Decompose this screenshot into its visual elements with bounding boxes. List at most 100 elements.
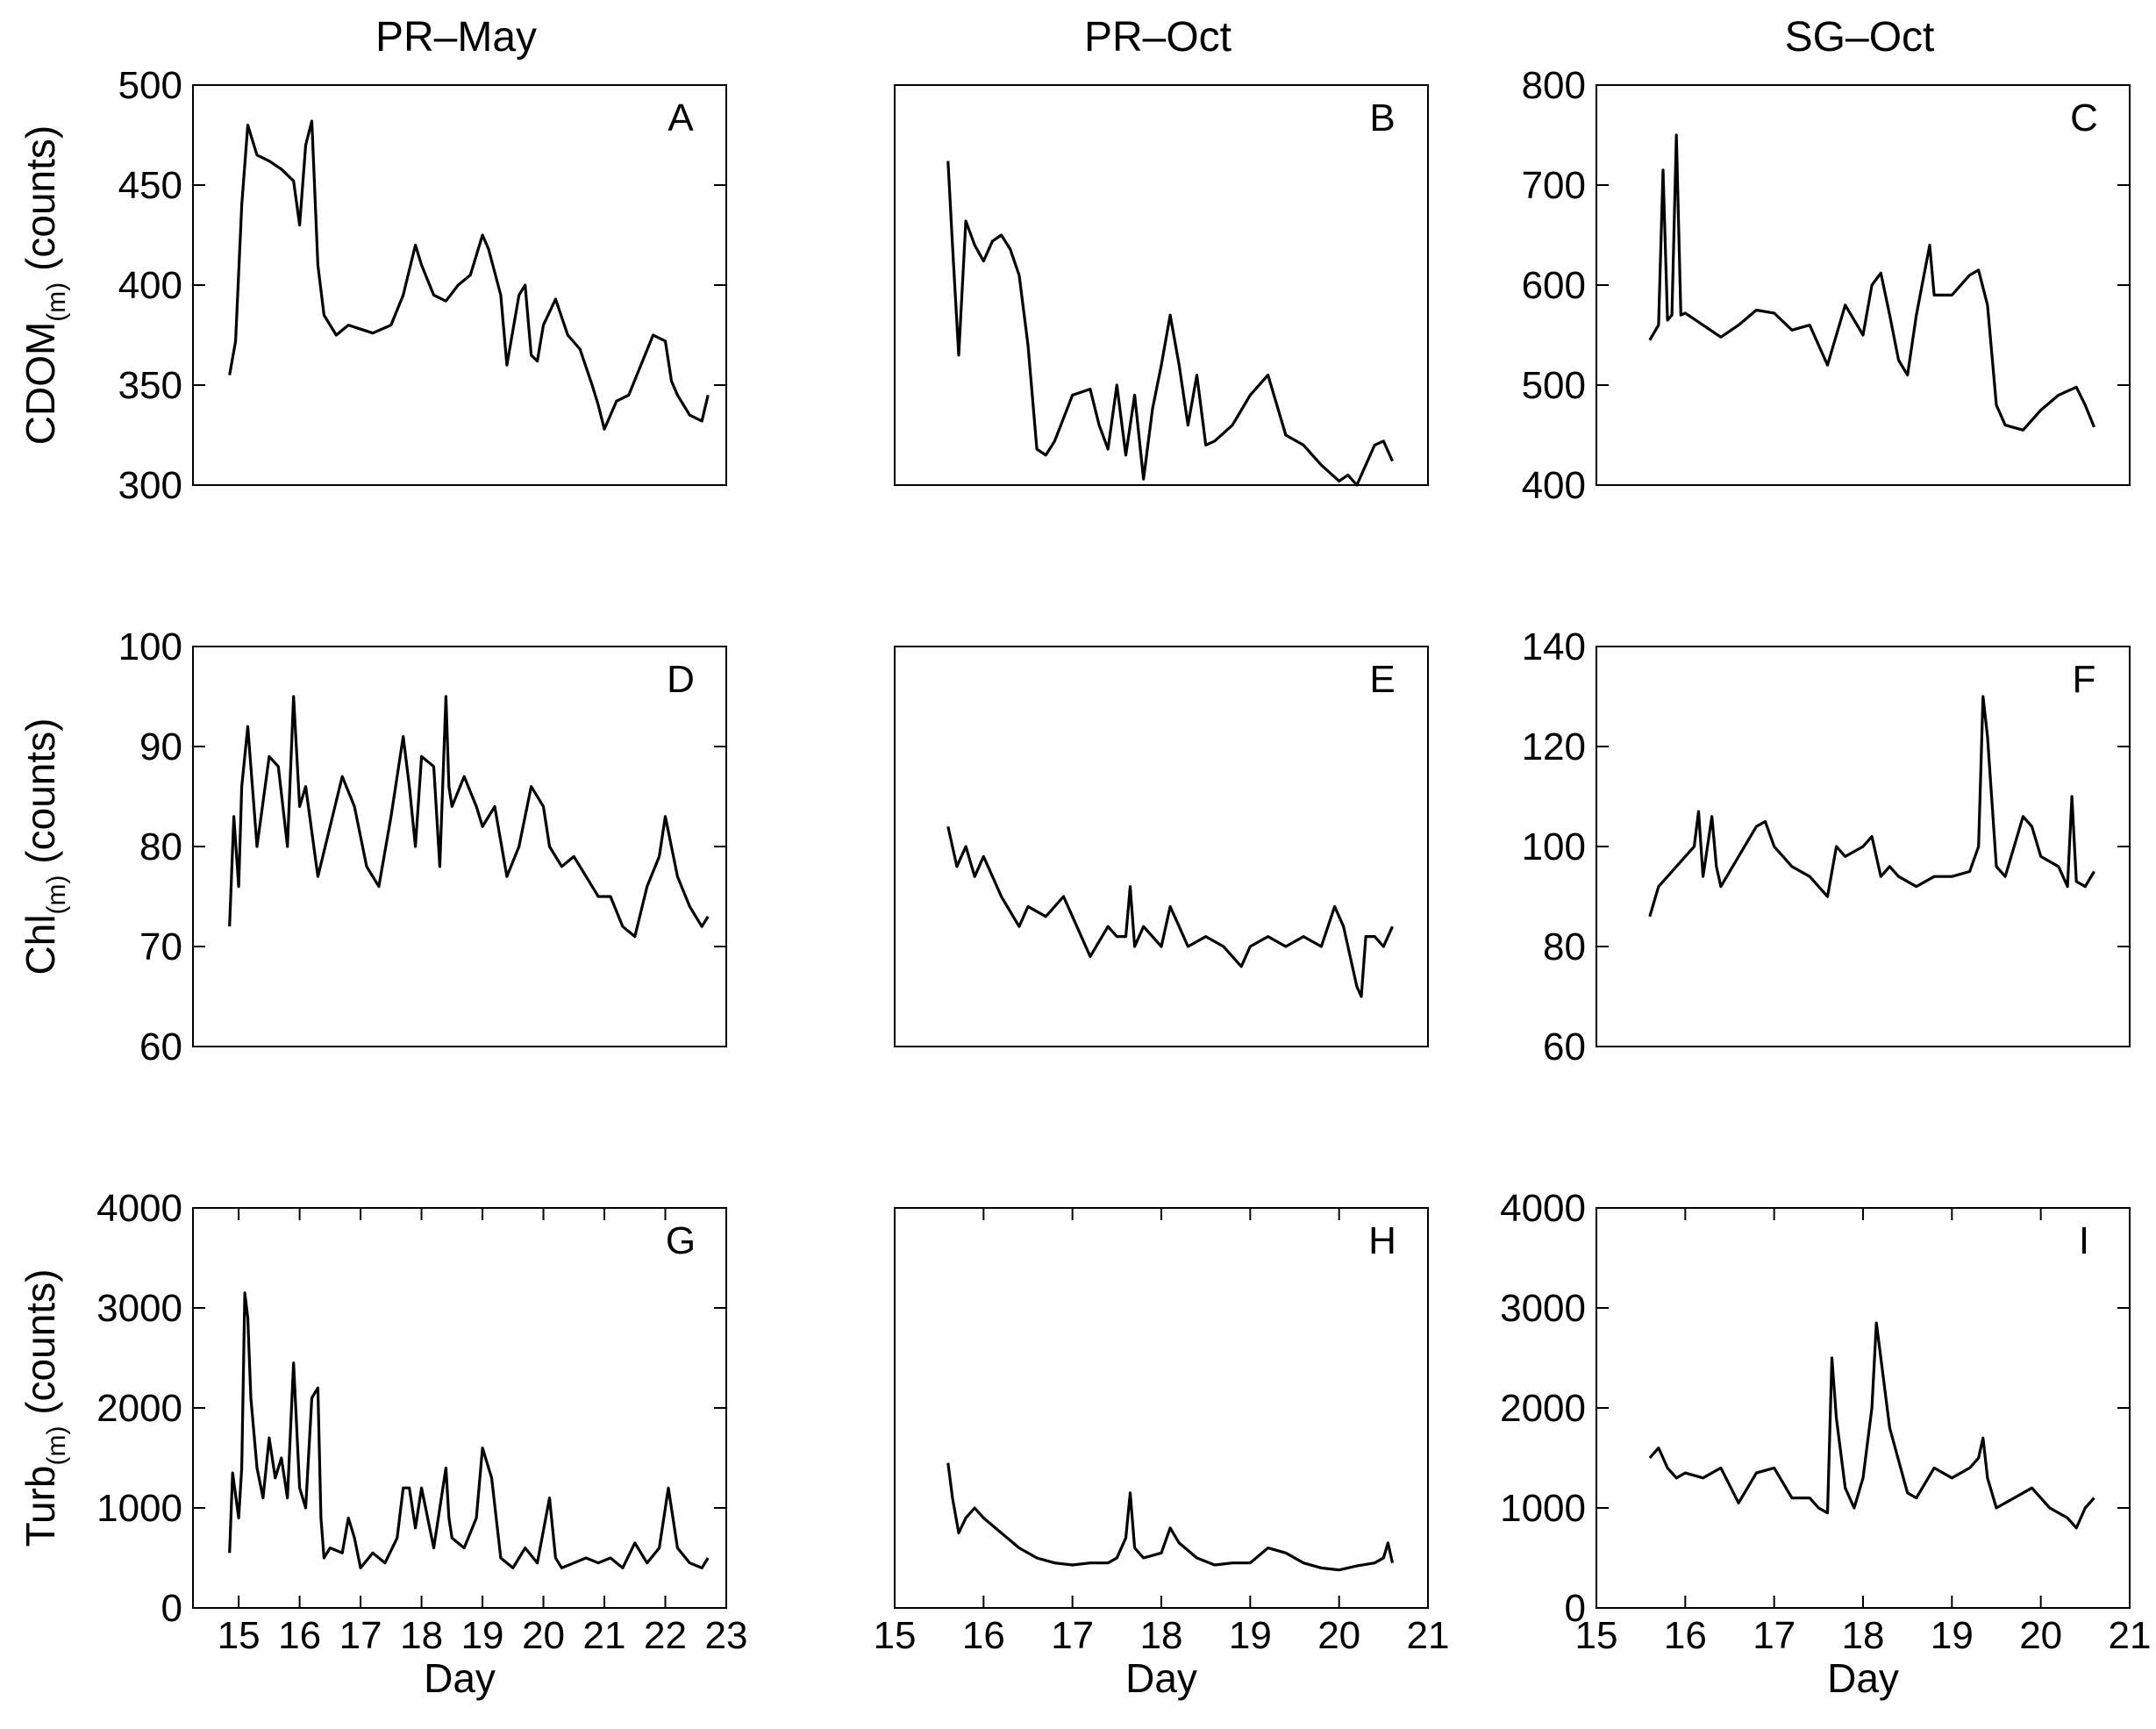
x-tick-label: 20 <box>2019 1614 2062 1657</box>
panel-letter-f: F <box>2073 658 2096 701</box>
y-tick-label: 300 <box>118 464 182 507</box>
y-axis-label-unit: (counts) <box>18 1269 63 1426</box>
y-tick-label: 2000 <box>96 1387 182 1430</box>
y-tick-label: 140 <box>1522 625 1586 668</box>
y-tick-label: 80 <box>1543 925 1586 968</box>
series-line-d <box>228 695 710 939</box>
x-tick-label: 21 <box>583 1614 626 1657</box>
x-tick-label: 19 <box>1229 1614 1272 1657</box>
x-tick-label: 18 <box>1140 1614 1183 1657</box>
series-line-a <box>228 119 710 431</box>
y-tick-label: 0 <box>161 1587 182 1630</box>
x-axis-label: Day <box>424 1655 496 1701</box>
y-tick-label: 4000 <box>96 1187 182 1230</box>
x-tick-label: 16 <box>1664 1614 1707 1657</box>
panel-e: E <box>894 646 1429 1047</box>
series-line-h <box>946 1462 1395 1572</box>
series-line-b <box>946 161 1394 487</box>
y-tick-label: 80 <box>139 825 182 868</box>
y-tick-label: 0 <box>1565 1587 1586 1630</box>
panel-letter-g: G <box>666 1219 696 1262</box>
y-tick-label: 450 <box>118 164 182 207</box>
x-tick-label: 18 <box>1842 1614 1885 1657</box>
y-tick-label: 3000 <box>1500 1287 1586 1330</box>
x-tick-label: 21 <box>2109 1614 2152 1657</box>
y-axis-label-subscript: (m) <box>42 1426 71 1466</box>
axes-frame-d <box>192 646 727 1047</box>
y-tick-label: 500 <box>118 64 182 107</box>
axes-frame-h <box>894 1207 1429 1609</box>
x-tick-label: 22 <box>644 1614 687 1657</box>
y-tick-label: 70 <box>139 925 182 968</box>
x-tick-label: 23 <box>705 1614 748 1657</box>
x-tick-label: 19 <box>461 1614 504 1657</box>
column-title-sg-oct: SG–Oct <box>1785 14 1935 61</box>
y-tick-label: 120 <box>1522 725 1586 768</box>
y-axis-label: CDOM(m) (counts) <box>18 125 71 445</box>
series-line-g <box>228 1291 710 1570</box>
panel-letter-a: A <box>668 96 694 139</box>
y-axis-label: Chl(m) (counts) <box>18 718 71 975</box>
y-axis-label-base: CDOM <box>18 322 63 446</box>
panel-c: 400 500 600 700 800 C <box>1522 64 2131 507</box>
panel-letter-c: C <box>2070 96 2098 139</box>
y-tick-label: 4000 <box>1500 1187 1586 1230</box>
y-tick-label: 700 <box>1522 164 1586 207</box>
axes-frame-i <box>1596 1207 2131 1609</box>
y-axis-label-unit: (counts) <box>18 718 63 875</box>
y-axis-label: Turb(m) (counts) <box>18 1269 71 1547</box>
panel-h: 15 16 17 18 19 20 21 H Day <box>874 1207 1450 1701</box>
y-tick-label: 400 <box>118 264 182 307</box>
x-tick-label: 19 <box>1931 1614 1974 1657</box>
panel-i: 0 1000 2000 3000 4000 15 16 17 18 19 20 21 I Day <box>1500 1187 2151 1701</box>
x-tick-label: 17 <box>339 1614 382 1657</box>
y-axis-label-base: Chl <box>18 914 63 975</box>
panel-letter-e: E <box>1369 658 1395 701</box>
x-tick-label: 18 <box>400 1614 443 1657</box>
x-tick-label: 20 <box>1317 1614 1360 1657</box>
y-tick-label: 1000 <box>96 1487 182 1530</box>
y-tick-label: 100 <box>118 625 182 668</box>
y-tick-label: 90 <box>139 725 182 768</box>
y-tick-label: 1000 <box>1500 1487 1586 1530</box>
y-tick-label: 60 <box>139 1025 182 1068</box>
panel-a: 300 350 400 450 500 A CDOM(m) (counts) <box>18 64 727 507</box>
panel-g: 0 1000 2000 3000 4000 15 16 17 18 19 20 21 22 23 G Day T… <box>18 1187 747 1701</box>
axes-frame-b <box>894 84 1429 486</box>
series-line-f <box>1648 695 2095 918</box>
series-line-i <box>1648 1321 2095 1530</box>
y-tick-label: 3000 <box>96 1287 182 1330</box>
x-tick-label: 16 <box>962 1614 1005 1657</box>
y-tick-label: 400 <box>1522 464 1586 507</box>
panel-letter-h: H <box>1368 1219 1396 1262</box>
y-axis-label-base: Turb <box>18 1466 63 1547</box>
y-axis-label-subscript: (m) <box>42 282 71 322</box>
y-tick-label: 600 <box>1522 264 1586 307</box>
y-axis-label-unit: (counts) <box>18 125 63 282</box>
panel-letter-b: B <box>1369 96 1395 139</box>
y-tick-label: 800 <box>1522 64 1586 107</box>
x-tick-label: 20 <box>522 1614 565 1657</box>
x-tick-label: 17 <box>1753 1614 1795 1657</box>
column-title-pr-may: PR–May <box>375 14 537 61</box>
axes-frame-e <box>894 646 1429 1047</box>
column-title-pr-oct: PR–Oct <box>1084 14 1231 61</box>
x-axis-label: Day <box>1827 1655 1899 1701</box>
axes-frame-g <box>192 1207 727 1609</box>
x-axis-label: Day <box>1125 1655 1197 1701</box>
panel-f: 60 80 100 120 140 F <box>1522 625 2131 1068</box>
x-tick-label: 15 <box>1575 1614 1618 1657</box>
x-tick-label: 21 <box>1407 1614 1450 1657</box>
x-tick-label: 17 <box>1051 1614 1094 1657</box>
x-tick-label: 16 <box>278 1614 321 1657</box>
x-tick-label: 15 <box>218 1614 261 1657</box>
y-tick-label: 350 <box>118 364 182 407</box>
series-line-c <box>1648 133 2095 432</box>
panel-letter-d: D <box>667 658 695 701</box>
y-tick-label: 500 <box>1522 364 1586 407</box>
y-axis-label-subscript: (m) <box>42 875 71 914</box>
panel-letter-i: I <box>2079 1219 2089 1262</box>
x-tick-label: 15 <box>874 1614 917 1657</box>
